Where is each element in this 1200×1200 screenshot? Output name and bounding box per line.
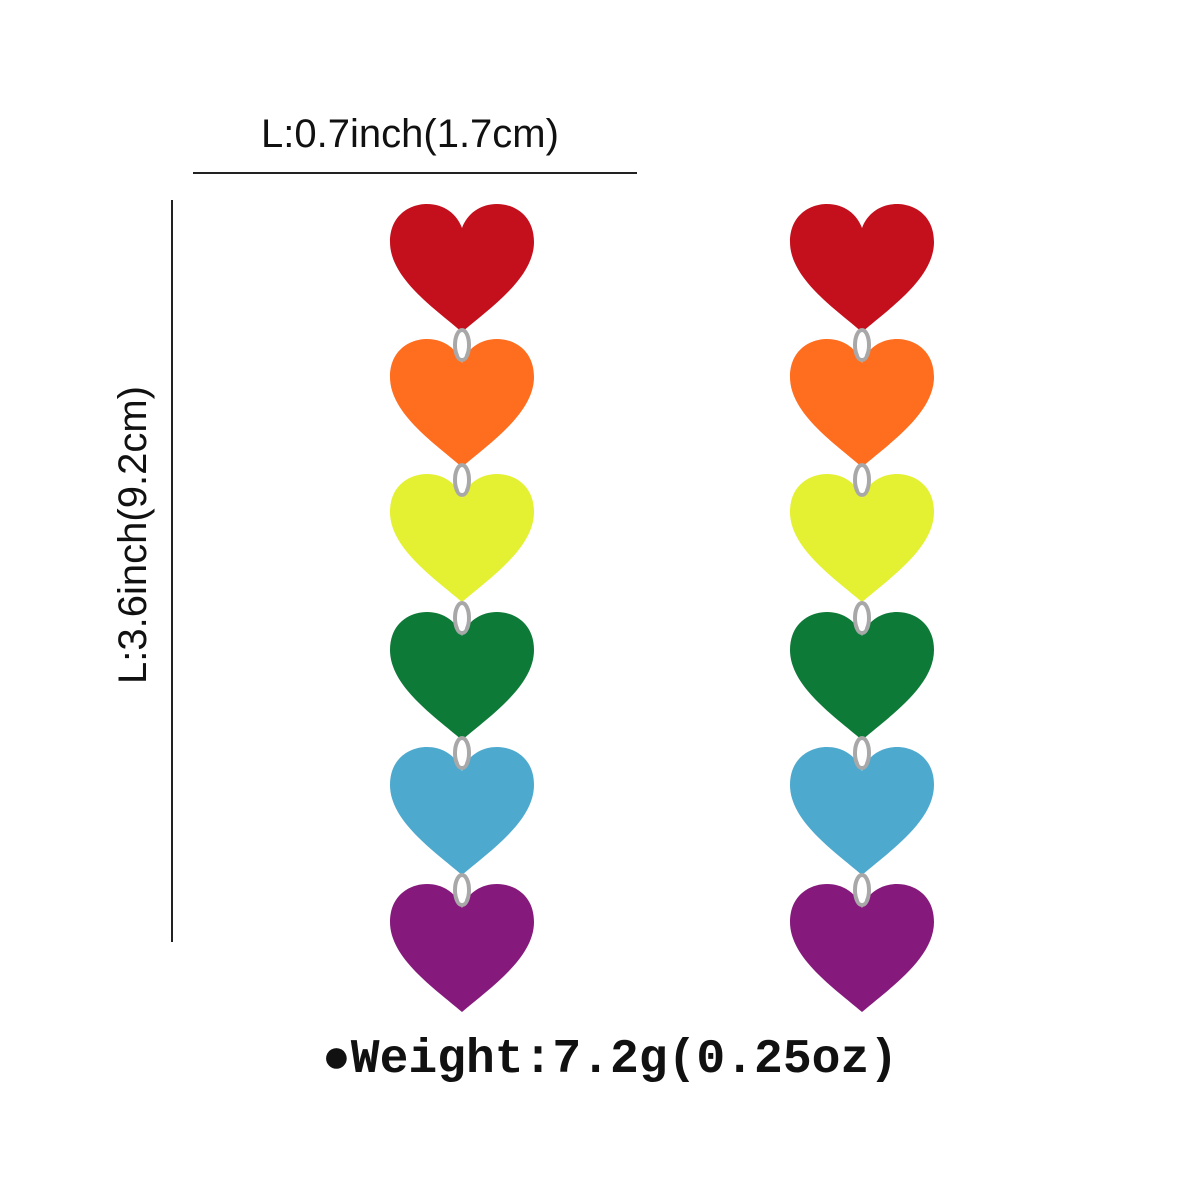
length-label: L:3.6inch(9.2cm) bbox=[111, 386, 155, 684]
earring-right bbox=[790, 204, 934, 1012]
width-label: L:0.7inch(1.7cm) bbox=[261, 112, 559, 156]
earring-left bbox=[390, 204, 534, 1012]
weight-label: ●Weight:7.2g(0.25oz) bbox=[322, 1033, 898, 1087]
